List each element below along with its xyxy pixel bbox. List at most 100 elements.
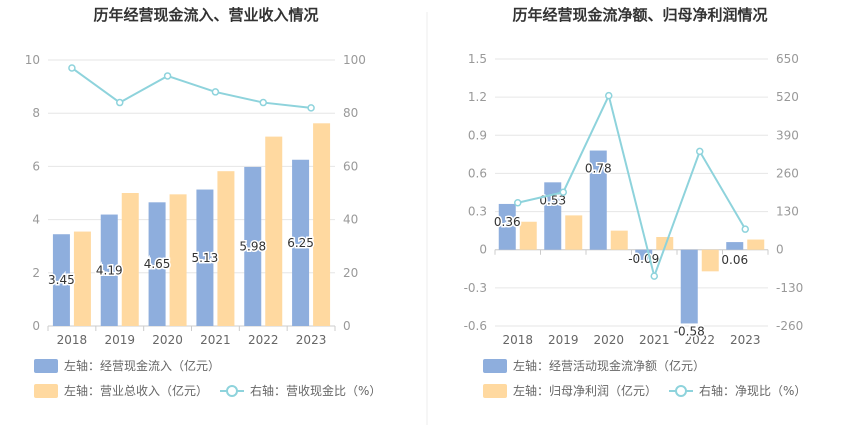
bar-primary[interactable] — [244, 166, 262, 326]
line-point[interactable] — [116, 98, 124, 107]
right-axis-tick: 520 — [776, 90, 799, 104]
bar-secondary[interactable] — [121, 193, 139, 326]
right-axis-tick: 0 — [343, 319, 351, 333]
left-axis-tick: 4 — [32, 213, 40, 227]
bar-secondary[interactable] — [73, 231, 91, 326]
right-axis-tick: 40 — [343, 213, 358, 227]
legend-swatch[interactable] — [34, 359, 58, 373]
left-axis-tick: 1.2 — [468, 90, 487, 104]
x-axis-tick-label: 2019 — [548, 333, 579, 347]
bar-secondary[interactable] — [265, 136, 283, 326]
bar-primary[interactable] — [589, 150, 607, 250]
bar-data-label: 4.65 — [144, 257, 171, 271]
bar-primary[interactable] — [196, 189, 214, 326]
right-axis-tick: 60 — [343, 159, 358, 173]
bar-data-label: 3.45 — [48, 273, 75, 287]
legend-label[interactable]: 左轴：经营现金流入（亿元） — [64, 358, 220, 373]
right-axis-tick: -260 — [776, 319, 803, 333]
bar-data-label: -0.58 — [674, 324, 705, 338]
x-axis-tick-label: 2022 — [248, 333, 279, 347]
bar-data-label: 0.36 — [494, 215, 521, 229]
right-axis-tick: 390 — [776, 128, 799, 142]
left-axis-tick: 0 — [479, 243, 487, 257]
line-series-path — [517, 92, 747, 280]
line-point[interactable] — [211, 88, 220, 96]
bar-primary[interactable] — [680, 249, 698, 324]
left-axis-tick: 1.5 — [468, 52, 487, 66]
line-series-path — [71, 67, 312, 109]
bar-data-label: 4.19 — [96, 263, 123, 277]
legend-label[interactable]: 左轴：营业总收入（亿元） — [64, 383, 208, 398]
left-axis-tick: 0 — [32, 319, 40, 333]
bar-primary[interactable] — [52, 234, 70, 326]
chart-title: 历年经营现金流净额、归母净利润情况 — [512, 6, 767, 24]
legend-swatch[interactable] — [483, 359, 507, 373]
right-axis-tick: -130 — [776, 281, 803, 295]
left-axis-tick: 0.3 — [468, 205, 487, 219]
line-point[interactable] — [514, 199, 522, 207]
line-point[interactable] — [741, 225, 749, 233]
right-axis-tick: 650 — [776, 52, 799, 66]
x-axis-tick-label: 2018 — [502, 333, 533, 347]
line-point[interactable] — [696, 147, 704, 156]
line-point[interactable] — [559, 188, 567, 196]
left-axis-tick: 0.6 — [468, 166, 487, 180]
legend-label[interactable]: 左轴：归母净利润（亿元） — [513, 383, 657, 398]
bar-primary[interactable] — [635, 249, 653, 262]
x-axis-tick-label: 2021 — [639, 333, 670, 347]
line-point[interactable] — [163, 72, 172, 80]
bar-primary[interactable] — [498, 203, 516, 250]
right-axis-tick: 0 — [776, 243, 784, 257]
legend-label[interactable]: 右轴：营收现金比（%） — [250, 383, 381, 398]
x-axis-tick-label: 2019 — [104, 333, 135, 347]
legend-swatch[interactable] — [34, 384, 58, 398]
right-axis-tick: 20 — [343, 266, 358, 280]
bar-data-label: 6.25 — [287, 236, 314, 250]
left-axis-tick: 10 — [25, 53, 40, 67]
right-axis-tick: 130 — [776, 205, 799, 219]
legend-marker[interactable] — [226, 385, 238, 397]
legend-label[interactable]: 右轴：净现比（%） — [699, 383, 806, 398]
x-axis-tick-label: 2020 — [593, 333, 624, 347]
left-axis-tick: 8 — [32, 106, 40, 120]
left-axis-tick: 6 — [32, 159, 40, 173]
legend-marker[interactable] — [675, 385, 687, 397]
bar-primary[interactable] — [100, 214, 118, 326]
x-axis-tick-label: 2020 — [152, 333, 183, 347]
bar-secondary[interactable] — [610, 230, 628, 250]
x-axis-tick-label: 2022 — [684, 333, 715, 347]
bar-primary[interactable] — [544, 182, 562, 250]
line-point[interactable] — [605, 91, 613, 100]
x-axis-tick-label: 2023 — [730, 333, 761, 347]
right-axis-tick: 260 — [776, 166, 799, 180]
left-axis-tick: -0.3 — [464, 281, 487, 295]
x-axis-tick-label: 2023 — [296, 333, 327, 347]
bar-secondary[interactable] — [519, 221, 537, 250]
right-axis-tick: 80 — [343, 106, 358, 120]
bar-data-label: 5.13 — [192, 251, 219, 265]
bar-primary[interactable] — [292, 159, 310, 326]
left-axis-tick: -0.6 — [464, 319, 487, 333]
bar-secondary[interactable] — [565, 215, 583, 250]
bar-secondary[interactable] — [169, 194, 187, 326]
right-axis-tick: 100 — [343, 53, 366, 67]
line-point[interactable] — [68, 64, 76, 72]
bar-secondary[interactable] — [217, 171, 235, 326]
legend-swatch[interactable] — [483, 384, 507, 398]
bar-secondary[interactable] — [656, 237, 674, 250]
line-point[interactable] — [259, 98, 267, 107]
bar-primary[interactable] — [148, 202, 166, 326]
chart-title: 历年经营现金流入、营业收入情况 — [93, 6, 318, 24]
line-point[interactable] — [307, 104, 315, 112]
bar-secondary[interactable] — [747, 239, 765, 250]
line-point[interactable] — [650, 272, 658, 280]
bar-primary[interactable] — [726, 242, 744, 250]
bar-secondary[interactable] — [313, 123, 331, 326]
legend-label[interactable]: 左轴：经营活动现金流净额（亿元） — [513, 358, 705, 373]
bar-data-label: 0.06 — [721, 253, 748, 267]
bar-data-label: 0.78 — [585, 162, 612, 176]
bar-data-label: 5.98 — [239, 239, 266, 253]
bar-secondary[interactable] — [701, 249, 719, 272]
